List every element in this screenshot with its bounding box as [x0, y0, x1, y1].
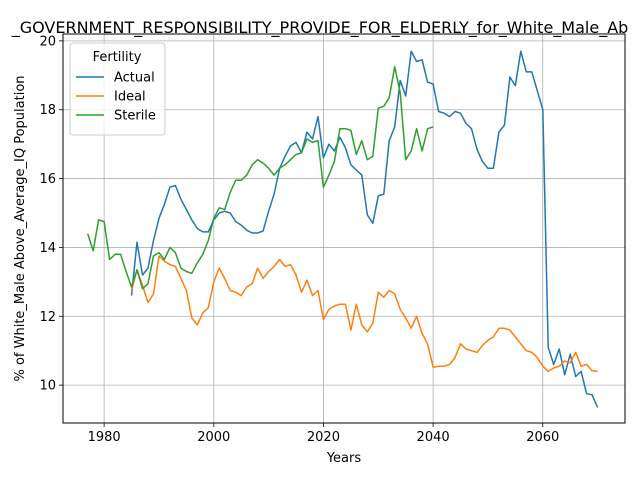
y-tick-label: 16 [39, 172, 56, 187]
chart-title: _GOVERNMENT_RESPONSIBILITY_PROVIDE_FOR_E… [11, 18, 629, 38]
legend-label-ideal: Ideal [114, 90, 146, 105]
x-tick-label: 2060 [526, 430, 559, 445]
x-axis-label: Years [326, 451, 362, 466]
x-tick-label: 2020 [307, 430, 340, 445]
x-tick-label: 2000 [197, 430, 230, 445]
y-axis-label: % of White_Male Above_Average_IQ Populat… [13, 75, 28, 381]
y-tick-label: 10 [39, 379, 56, 394]
x-tick-label: 1980 [88, 430, 121, 445]
y-tick-label: 14 [39, 241, 56, 256]
legend-label-sterile: Sterile [114, 109, 156, 124]
y-tick-label: 20 [39, 34, 56, 49]
legend-label-actual: Actual [114, 71, 155, 86]
legend-title: Fertility [93, 50, 142, 65]
legend: Fertility Actual Ideal Sterile [70, 43, 165, 135]
y-tick-label: 18 [39, 103, 56, 118]
y-tick-label: 12 [39, 310, 56, 325]
x-tick-label: 2040 [417, 430, 450, 445]
